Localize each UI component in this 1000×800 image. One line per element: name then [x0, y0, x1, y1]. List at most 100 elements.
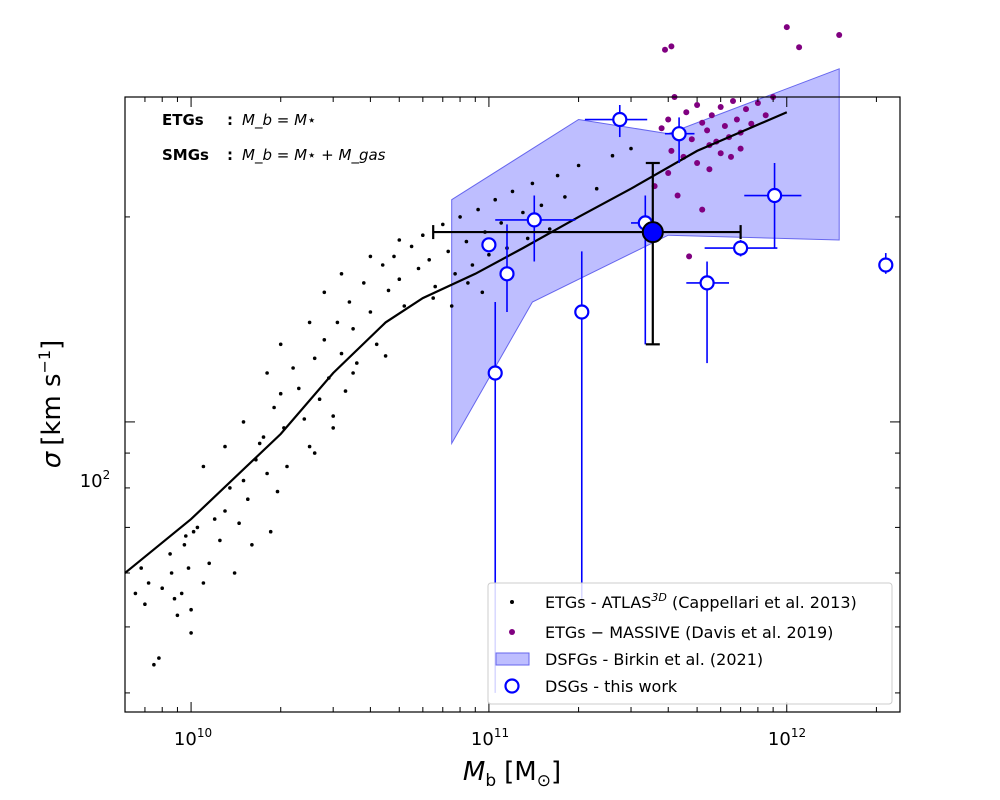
atlas3d-point [232, 571, 237, 575]
atlas3d-point [368, 254, 373, 259]
atlas3d-point [189, 631, 193, 635]
dsg-point [878, 257, 894, 273]
annotation-etgs-formula: M_b = M⋆ [242, 111, 316, 130]
massive-point [717, 104, 724, 110]
annotation-etgs-colon: : [227, 111, 233, 129]
legend-marker-dsfg [495, 652, 530, 666]
atlas3d-point [431, 296, 436, 300]
atlas3d-point [291, 366, 295, 370]
massive-point [796, 44, 803, 51]
atlas3d-point [201, 464, 206, 469]
atlas3d-point [453, 272, 457, 276]
atlas3d-point [133, 591, 138, 596]
atlas3d-point [143, 602, 147, 606]
atlas3d-point [594, 186, 599, 191]
dsfg-band-layer [451, 68, 840, 446]
atlas3d-point [521, 210, 525, 215]
dsg-point [499, 266, 515, 282]
atlas3d-point [322, 338, 327, 342]
atlas3d-point [168, 552, 172, 556]
dsg-point [487, 365, 503, 381]
atlas3d-point [441, 222, 445, 227]
massive-point [665, 116, 672, 123]
atlas3d-point [466, 281, 470, 285]
atlas3d-point [530, 181, 535, 186]
massive-point [783, 24, 790, 31]
atlas3d-point [157, 656, 161, 660]
atlas3d-point [386, 288, 391, 293]
atlas3d-point [184, 534, 188, 538]
atlas3d-point [335, 320, 340, 325]
atlas3d-point [629, 146, 633, 151]
atlas3d-point [355, 361, 359, 365]
stack-point-layer [432, 161, 742, 346]
massive-point [665, 170, 672, 176]
atlas3d-point [416, 266, 421, 271]
atlas3d-point [189, 607, 193, 612]
atlas3d-point [610, 153, 615, 158]
atlas3d-point [212, 517, 217, 521]
dsg-point [574, 304, 590, 320]
massive-point [762, 112, 769, 119]
x-tick-label-1e12: 1012 [768, 726, 806, 750]
atlas3d-point [343, 389, 348, 393]
atlas3d-point [265, 471, 269, 476]
massive-point [836, 32, 843, 38]
massive-point [754, 100, 761, 106]
atlas3d-point [331, 414, 336, 418]
atlas3d-point [351, 327, 355, 331]
atlas3d-point [195, 525, 200, 530]
massive-point [683, 109, 690, 116]
atlas3d-point [201, 581, 206, 585]
atlas3d-point [218, 538, 222, 543]
atlas3d-point [397, 277, 402, 282]
annotation-smgs-colon: : [227, 146, 233, 164]
y-tick-label-100: 102 [80, 468, 111, 492]
massive-point [733, 116, 740, 123]
massive-point [699, 206, 706, 213]
legend-label-massive: ETGs − MASSIVE (Davis et al. 2019) [545, 623, 833, 642]
x-tick-label-1e10: 1010 [174, 726, 212, 750]
dsfg-band [451, 68, 840, 446]
atlas3d-point [191, 529, 196, 534]
massive-point [686, 253, 693, 260]
atlas3d-point [339, 351, 344, 356]
atlas3d-point [207, 561, 211, 566]
atlas3d-point [480, 290, 485, 295]
atlas3d-point [510, 189, 515, 194]
atlas3d-point [241, 478, 246, 483]
massive-point [704, 127, 711, 134]
atlas3d-point [458, 215, 462, 219]
atlas3d-point [449, 304, 454, 308]
atlas3d-point [476, 207, 480, 212]
model-line-layer [124, 111, 788, 574]
legend-label-dsfg: DSFGs - Birkin et al. (2021) [545, 650, 763, 669]
x-axis-title: Mb [M⊙] [463, 757, 561, 791]
legend-marker-dsg [504, 678, 520, 694]
atlas3d-point [392, 254, 396, 259]
massive-point [694, 102, 701, 108]
atlas3d-point [317, 397, 322, 402]
atlas3d-point [139, 566, 143, 570]
atlas3d-point [160, 586, 164, 590]
atlas3d-point [433, 284, 438, 289]
atlas3d-point [265, 371, 269, 375]
atlas3d-point [272, 405, 276, 410]
atlas3d-point [464, 239, 469, 244]
atlas3d-point [175, 613, 180, 618]
atlas3d-point [547, 227, 552, 231]
atlas3d-point [182, 543, 187, 547]
annotation-smgs-label: SMGs [162, 146, 209, 164]
atlas3d-point [380, 263, 385, 267]
atlas3d-point [446, 249, 451, 254]
atlas3d-point [331, 426, 336, 430]
atlas3d-point [563, 195, 567, 199]
legend-box [487, 582, 893, 705]
atlas3d-point [186, 566, 191, 570]
atlas3d-point [152, 662, 156, 667]
massive-point [737, 145, 744, 152]
atlas3d-point [237, 521, 241, 525]
atlas3d-point [179, 591, 184, 596]
atlas3d-point [241, 420, 246, 424]
